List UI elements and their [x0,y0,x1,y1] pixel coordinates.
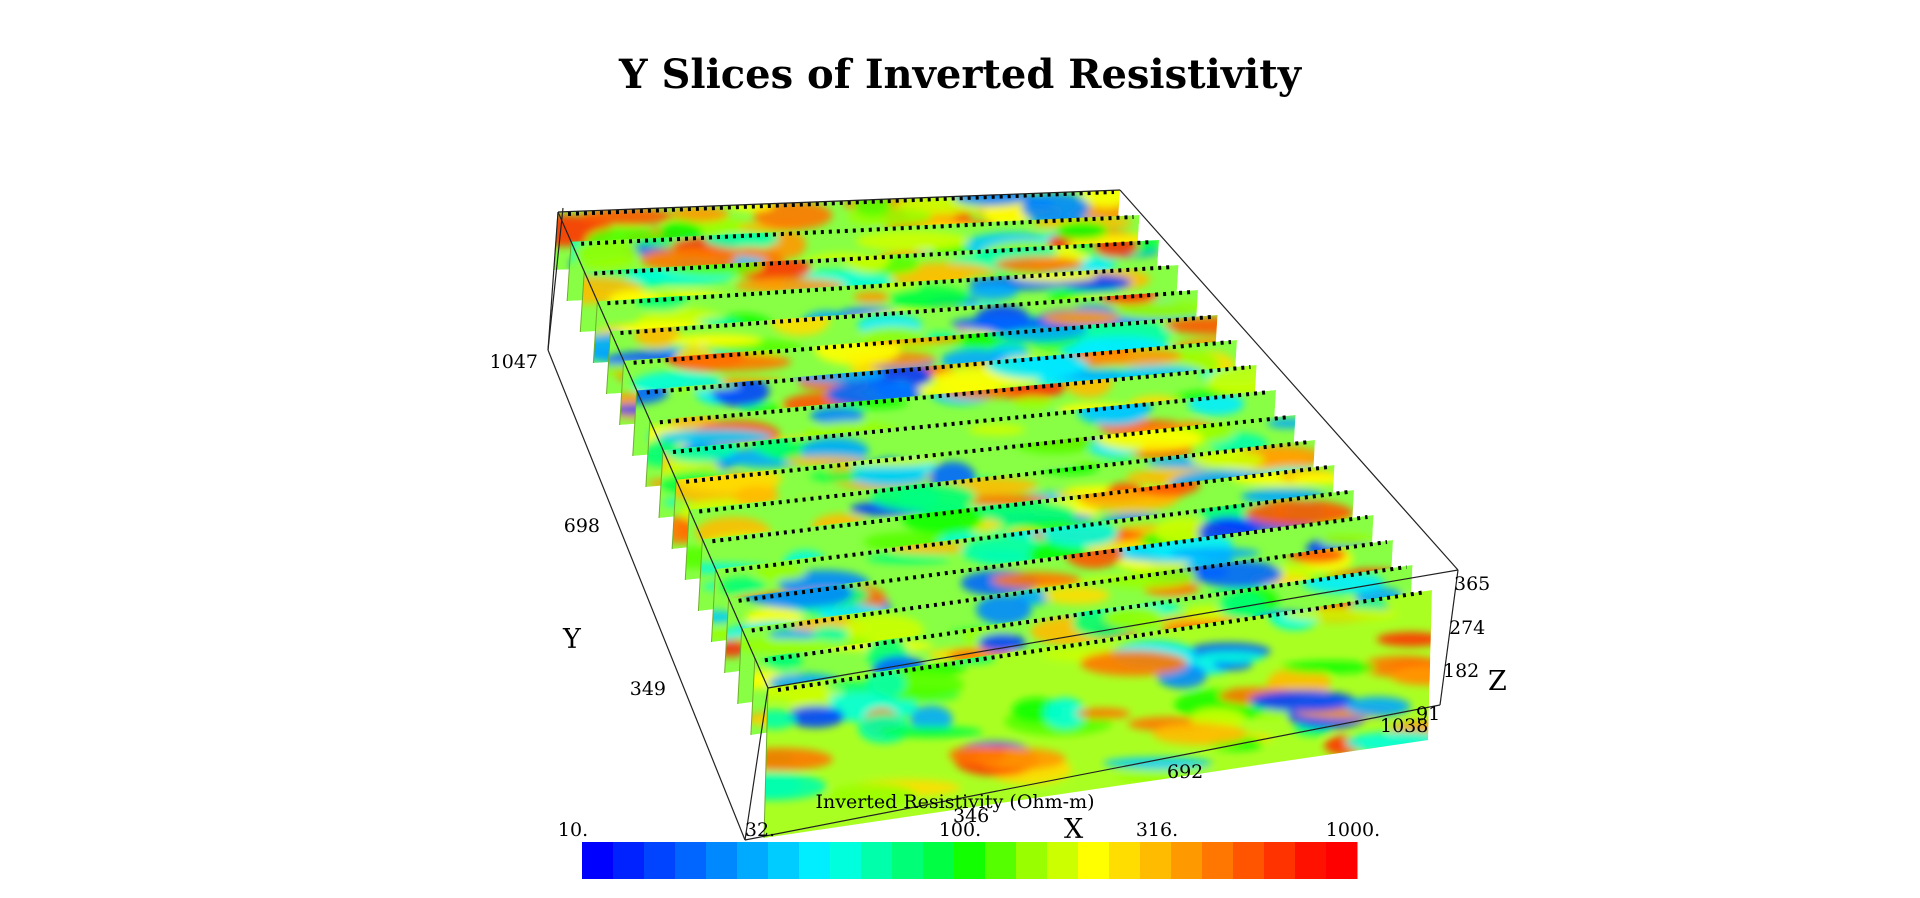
x-tick-1038: 1038 [1380,715,1428,737]
colorbar-swatch [706,842,738,879]
y-axis-name: Y [562,624,582,655]
electrode-line [751,540,1388,633]
colorbar-swatch [582,842,614,879]
colorbar-tick-1000: 1000. [1326,819,1380,841]
x-tick-692: 692 [1167,761,1203,783]
colorbar-swatch [1233,842,1265,879]
colorbar-swatch [1140,842,1172,879]
colorbar-swatch [830,842,862,879]
colorbar-tick-316: 316. [1136,819,1178,841]
z-axis-name: Z [1488,666,1507,697]
bounding-box [547,189,1459,841]
colorbar-swatch [737,842,769,879]
electrode-line [725,490,1349,573]
electrode-line [699,440,1310,514]
colorbar-swatch [1047,842,1079,879]
colorbar-tick-32: 32. [745,819,775,841]
colorbar-swatch [1109,842,1141,879]
colorbar-swatch [892,842,924,879]
colorbar-swatch [1295,842,1327,879]
colorbar-swatch [1171,842,1203,879]
electrode-line [685,415,1290,484]
colorbar-swatch [861,842,893,879]
colorbar-swatch [644,842,676,879]
colorbar-swatch [985,842,1017,879]
y-tick-698: 698 [564,515,600,537]
x-tick-346: 346 [953,805,989,827]
z-tick-91: 91 [1416,703,1440,725]
electrode-line [659,365,1251,425]
colorbar-tick-100: 100. [939,819,981,841]
electrode-line [777,590,1427,692]
colorbar-swatch [954,842,986,879]
y-tick-349: 349 [630,678,666,700]
colorbar-title: Inverted Resistivity (Ohm-m) [815,791,1094,813]
colorbar-swatch [675,842,707,879]
electrode-line [633,315,1212,365]
colorbar-swatch [923,842,955,879]
chart-title: Y Slices of Inverted Resistivity [618,51,1303,98]
z-tick-365: 365 [1454,573,1490,595]
colorbar-swatch [613,842,645,879]
electrode-line [738,515,1368,603]
y-tick-1047: 1047 [490,351,538,373]
electrode-line [646,340,1232,395]
colorbar-swatch [1264,842,1296,879]
colorbar-swatch [1202,842,1234,879]
y-slice [763,590,1432,839]
z-tick-182: 182 [1443,660,1479,682]
colorbar [582,842,1358,879]
colorbar-swatch [799,842,831,879]
colorbar-swatch [1016,842,1048,879]
x-axis-name: X [1064,814,1084,845]
colorbar-swatch [768,842,800,879]
z-tick-274: 274 [1449,617,1485,639]
colorbar-swatch [1078,842,1110,879]
colorbar-tick-10: 10. [558,819,588,841]
electrode-line [594,240,1154,276]
electrode-line [567,190,1115,216]
colorbar-swatch [1326,842,1358,879]
slice-stack [553,190,1432,839]
